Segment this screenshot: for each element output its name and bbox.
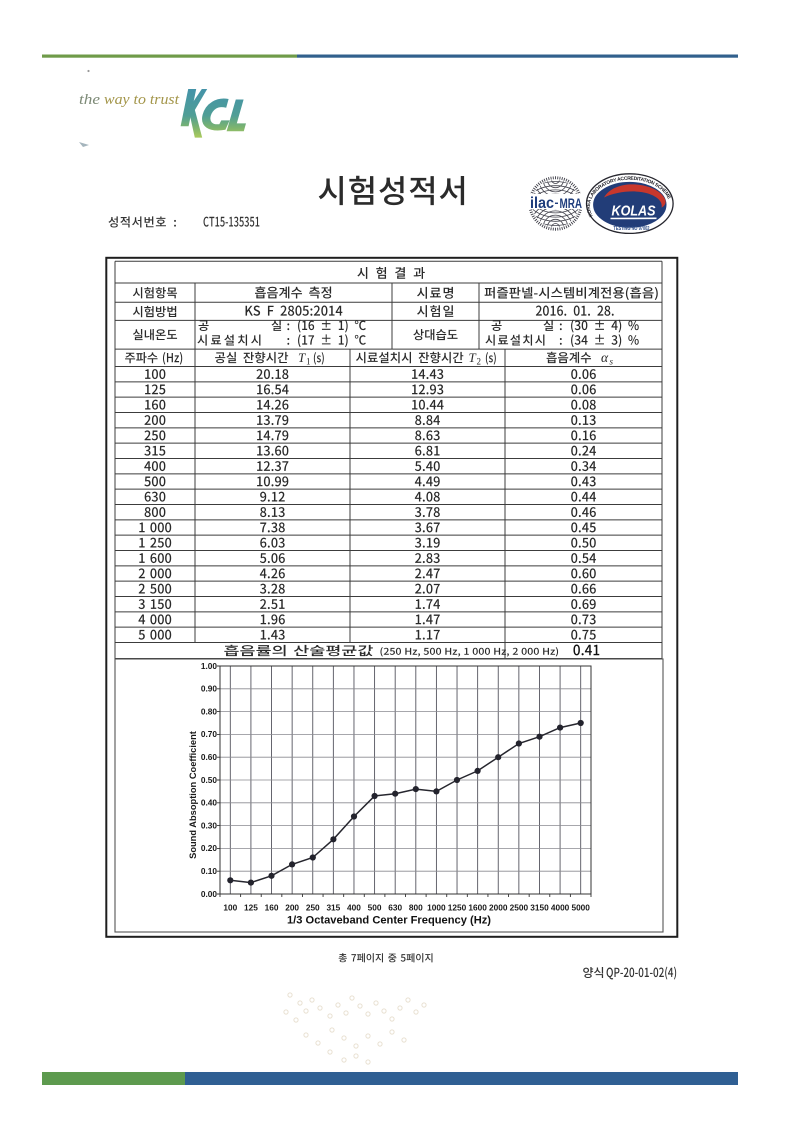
svg-text:MRA: MRA — [560, 196, 583, 211]
svg-text:2: 2 — [477, 357, 482, 367]
svg-text:TESTING NO 97002: TESTING NO 97002 — [614, 226, 650, 232]
svg-text:way to trust: way to trust — [104, 92, 180, 108]
svg-text:0.00: 0.00 — [201, 889, 218, 899]
svg-text:5000: 5000 — [571, 903, 590, 913]
svg-text:160: 160 — [265, 903, 279, 913]
svg-text:-: - — [555, 196, 559, 210]
svg-text:1: 1 — [306, 357, 311, 367]
svg-text:800: 800 — [409, 903, 423, 913]
svg-text:100: 100 — [223, 903, 237, 913]
svg-text:500: 500 — [368, 903, 382, 913]
svg-text:1250: 1250 — [448, 903, 467, 913]
svg-text:1600: 1600 — [468, 903, 487, 913]
svg-text:α: α — [601, 350, 609, 365]
svg-text:200: 200 — [285, 903, 299, 913]
svg-text:3150: 3150 — [530, 903, 549, 913]
svg-text:250: 250 — [306, 903, 320, 913]
svg-text:400: 400 — [347, 903, 361, 913]
svg-text:1.00: 1.00 — [201, 661, 218, 671]
svg-text:315: 315 — [326, 903, 340, 913]
svg-text:T: T — [298, 350, 306, 365]
svg-text:0.10: 0.10 — [201, 866, 218, 876]
svg-text:0.90: 0.90 — [201, 684, 218, 694]
svg-text:0.30: 0.30 — [201, 820, 218, 830]
svg-text:ilac: ilac — [530, 195, 554, 212]
svg-text:the: the — [79, 92, 101, 108]
svg-text:s: s — [610, 357, 614, 367]
svg-text:630: 630 — [388, 903, 402, 913]
svg-text:125: 125 — [244, 903, 258, 913]
svg-text:4000: 4000 — [551, 903, 570, 913]
svg-text:1000: 1000 — [427, 903, 446, 913]
svg-text:Sound Absoption Coefficient: Sound Absoption Coefficient — [188, 731, 198, 859]
svg-text:0.50: 0.50 — [201, 775, 218, 785]
svg-text:0.70: 0.70 — [201, 729, 218, 739]
svg-text:2500: 2500 — [510, 903, 529, 913]
svg-text:0.80: 0.80 — [201, 706, 218, 716]
svg-text:0.20: 0.20 — [201, 843, 218, 853]
svg-text:1/3 Octaveband Center Frequenc: 1/3 Octaveband Center Frequency (Hz) — [287, 915, 491, 927]
svg-text:0.40: 0.40 — [201, 798, 218, 808]
svg-text:2000: 2000 — [489, 903, 508, 913]
svg-text:KOLAS: KOLAS — [612, 203, 656, 219]
svg-text:0.60: 0.60 — [201, 752, 218, 762]
svg-text:T: T — [469, 350, 477, 365]
